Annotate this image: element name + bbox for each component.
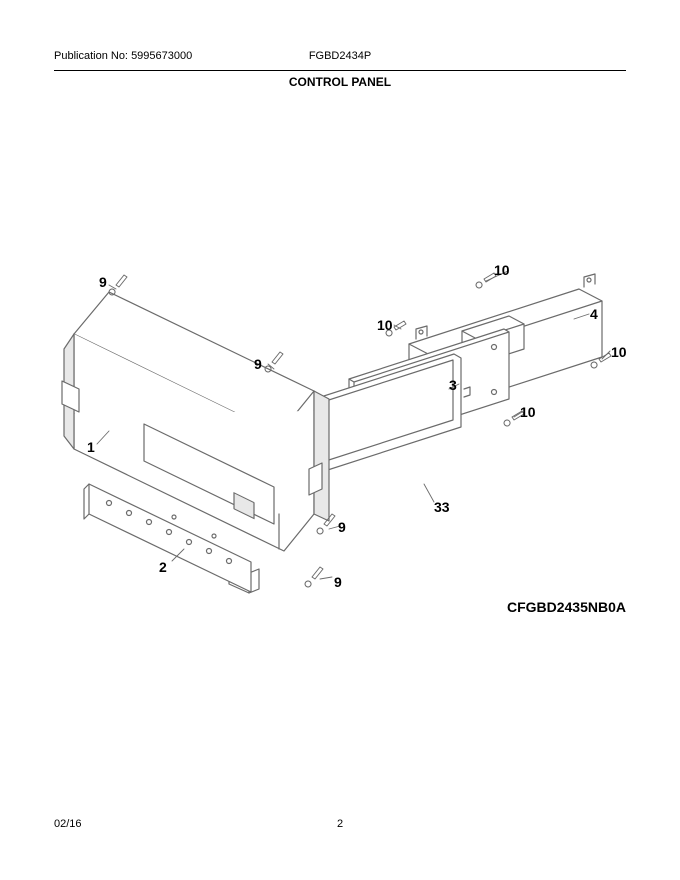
callout-10: 10 [377, 317, 393, 333]
publication-line: Publication No: 5995673000 [54, 50, 192, 62]
callout-10: 10 [520, 404, 536, 420]
reference-code: CFGBD2435NB0A [507, 599, 626, 615]
diagram-area: 9 10 4 10 10 9 3 10 1 33 2 9 9 CFGBD2435NB0A [54, 189, 626, 749]
callout-10: 10 [494, 262, 510, 278]
page-container: Publication No: 5995673000 FGBD2434P CON… [54, 50, 626, 830]
callout-10: 10 [611, 344, 627, 360]
callout-9: 9 [254, 356, 262, 372]
callout-4: 4 [590, 306, 598, 322]
callout-3: 3 [449, 377, 457, 393]
callout-2: 2 [159, 559, 167, 575]
callout-9: 9 [99, 274, 107, 290]
footer-date: 02/16 [54, 818, 82, 830]
callout-9: 9 [334, 574, 342, 590]
section-title: CONTROL PANEL [54, 70, 626, 89]
callout-9: 9 [338, 519, 346, 535]
model-number: FGBD2434P [309, 50, 371, 62]
page-number: 2 [337, 818, 343, 830]
footer-row: 02/16 2 [54, 818, 626, 830]
publication-label: Publication No: [54, 50, 128, 62]
callout-1: 1 [87, 439, 95, 455]
header-spacer [623, 50, 626, 62]
header-row: Publication No: 5995673000 FGBD2434P [54, 50, 626, 62]
publication-number: 5995673000 [131, 50, 192, 62]
footer-spacer [623, 818, 626, 830]
callout-33: 33 [434, 499, 450, 515]
